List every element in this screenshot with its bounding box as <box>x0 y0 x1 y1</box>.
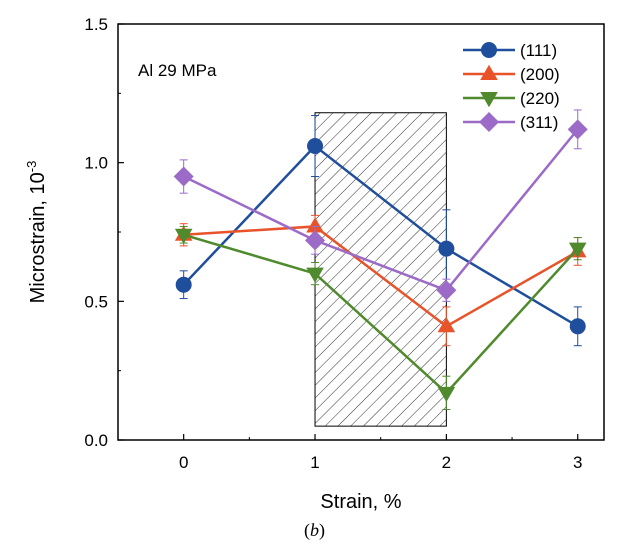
data-point <box>438 240 455 257</box>
y-axis-ticks: 0.0 0.5 1.0 1.5 <box>84 15 124 450</box>
series-line <box>183 233 579 395</box>
data-point <box>306 217 324 233</box>
legend-label: (311) <box>520 113 558 132</box>
data-point <box>174 228 193 244</box>
data-point <box>307 138 324 155</box>
data-point <box>305 230 326 251</box>
legend-item: (200) <box>463 64 560 84</box>
legend-marker <box>481 42 497 58</box>
data-point <box>437 317 456 333</box>
legend-marker <box>480 92 498 108</box>
x-tick-label: 0 <box>179 453 188 472</box>
figure-caption: (b) <box>0 520 629 541</box>
legend-label: (111) <box>520 41 557 60</box>
x-axis-title: Strain, % <box>320 491 401 513</box>
y-tick-label: 0.5 <box>84 292 108 311</box>
data-point <box>568 242 587 258</box>
legend-marker <box>480 64 498 80</box>
data-point <box>175 276 192 293</box>
caption-close: ) <box>319 520 325 540</box>
legend-item: (220) <box>463 89 560 108</box>
series-line <box>183 128 579 292</box>
y-tick-label: 0.0 <box>84 431 108 450</box>
caption-letter: b <box>310 520 319 540</box>
legend-item: (111) <box>463 41 557 60</box>
data-point <box>567 119 588 140</box>
hatched-region <box>314 112 447 427</box>
x-tick-label: 1 <box>310 453 319 472</box>
legend-item: (311) <box>463 112 558 132</box>
y-tick-label: 1.0 <box>84 154 108 173</box>
series-line <box>183 225 579 328</box>
y-axis-title-exponent: -3 <box>24 161 39 173</box>
y-axis-title-main: Microstrain, 10 <box>27 172 49 303</box>
series-layer <box>173 109 588 410</box>
legend-marker <box>479 112 499 132</box>
data-point <box>173 166 194 187</box>
x-tick-label: 3 <box>573 453 582 472</box>
data-point <box>437 386 456 403</box>
legend-label: (220) <box>520 89 560 108</box>
y-tick-label: 1.5 <box>84 15 108 34</box>
series-2 <box>174 225 587 410</box>
series-3 <box>173 109 588 302</box>
x-axis-ticks: 0 1 2 3 <box>117 434 582 472</box>
x-tick-label: 2 <box>442 453 451 472</box>
data-point <box>436 280 457 301</box>
caption-open: ( <box>304 520 310 540</box>
legend-label: (200) <box>520 65 560 84</box>
legend: (111) (200) (220) (311) <box>463 41 560 132</box>
annotation-label: Al 29 MPa <box>138 61 217 80</box>
data-point <box>569 318 586 335</box>
y-axis-title: Microstrain, 10-3 <box>24 161 49 304</box>
data-point <box>306 267 324 283</box>
